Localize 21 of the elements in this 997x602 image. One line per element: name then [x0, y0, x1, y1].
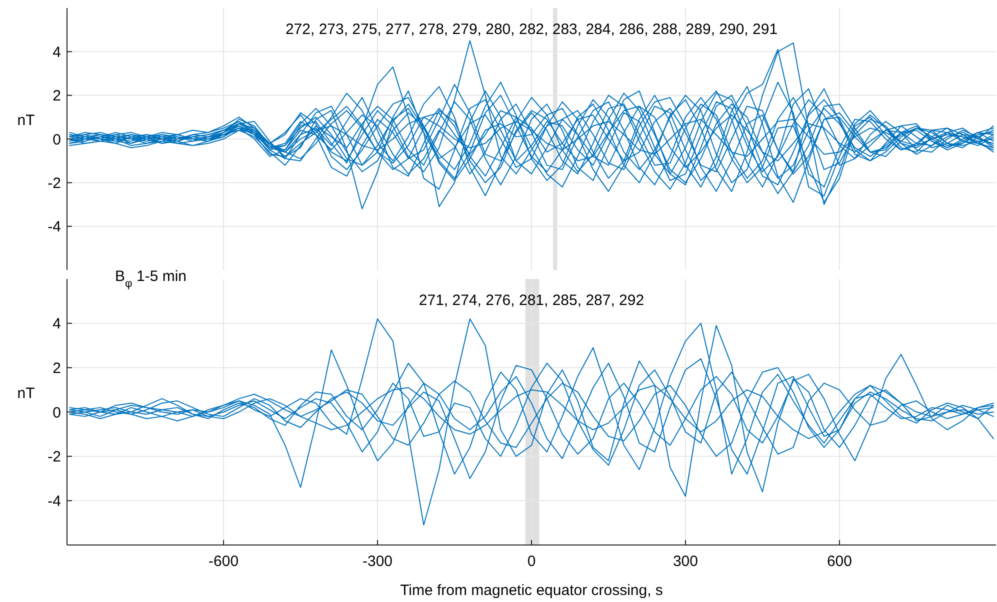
y-axis-title: nT: [17, 385, 35, 402]
annotation: 272, 273, 275, 277, 278, 279, 280, 282, 283, 284, 286, 288, 289, 290, 291: [285, 21, 778, 38]
x-tick-label: 300: [672, 553, 698, 570]
x-tick-label: -600: [208, 553, 239, 570]
y-axis-title: nT: [17, 112, 35, 129]
annotation: B$_{φ}$ 1-5 min: [115, 268, 186, 290]
x-axis-title: Time from magnetic equator crossing, s: [400, 582, 663, 599]
y-tick-label: 0: [52, 404, 61, 422]
y-tick-label: 0: [52, 131, 61, 148]
y-tick-label: -4: [48, 218, 61, 236]
x-tick-label: 600: [826, 553, 852, 570]
y-tick-label: 4: [52, 316, 61, 333]
x-tick-label: 0: [527, 553, 536, 570]
y-tick-label: 4: [52, 44, 61, 61]
y-tick-label: 2: [52, 88, 61, 105]
y-tick-label: -2: [48, 174, 61, 192]
x-tick-label: -300: [362, 553, 393, 570]
y-tick-label: 2: [52, 360, 61, 377]
y-tick-label: -4: [48, 492, 61, 510]
y-tick-label: -2: [48, 448, 61, 466]
annotation: 271, 274, 276, 281, 285, 287, 292: [418, 292, 644, 309]
